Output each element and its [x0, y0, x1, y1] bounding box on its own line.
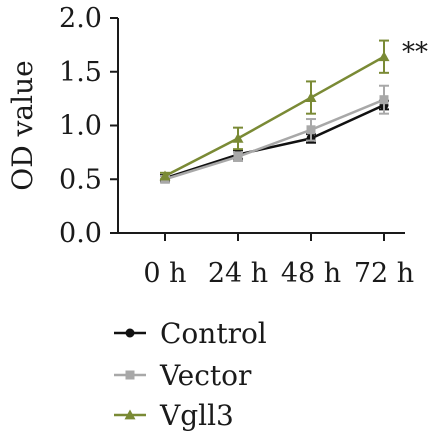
- data-point: [306, 125, 316, 135]
- legend-swatch-marker: [125, 370, 135, 380]
- series-line: [164, 55, 385, 178]
- y-tick-label: 0.5: [59, 164, 102, 195]
- legend-swatch-marker: [125, 328, 135, 338]
- x-tick-label: 24 h: [208, 258, 268, 289]
- labels-layer: 0.0 0.5 1.0 1.5 2.0 0 h 24 h 48 h 72 h OD value **: [6, 3, 428, 289]
- data-point: [379, 95, 389, 105]
- legend-item-control: Control: [114, 317, 267, 350]
- data-point: [305, 92, 317, 102]
- data-point: [233, 152, 243, 162]
- series-vector: [160, 84, 389, 184]
- axes: [110, 17, 405, 241]
- legend-item-vector: Vector: [114, 359, 252, 392]
- legend: Control Vector Vgll3: [114, 317, 267, 432]
- x-tick-label: 0 h: [143, 258, 186, 289]
- x-tick-label: 48 h: [281, 258, 341, 289]
- legend-item-vgll3: Vgll3: [114, 399, 234, 432]
- data-point: [232, 132, 244, 143]
- y-tick-label: 2.0: [59, 3, 102, 34]
- y-tick-label: 1.0: [59, 111, 102, 142]
- x-tick-label: 72 h: [354, 258, 414, 289]
- significance-annotation: **: [402, 38, 428, 68]
- y-axis-title: OD value: [6, 60, 39, 190]
- data-point: [378, 51, 390, 62]
- series-vgll3: [159, 39, 390, 181]
- legend-label: Vector: [159, 359, 252, 392]
- series-line: [164, 98, 385, 181]
- series-layer: [159, 39, 390, 184]
- series-line: [164, 103, 385, 180]
- legend-label: Control: [160, 317, 267, 350]
- legend-label: Vgll3: [159, 399, 234, 432]
- data-point: [159, 170, 171, 181]
- y-tick-label: 0.0: [59, 218, 102, 249]
- legend-swatch-marker: [124, 409, 136, 420]
- y-tick-label: 1.5: [59, 57, 102, 88]
